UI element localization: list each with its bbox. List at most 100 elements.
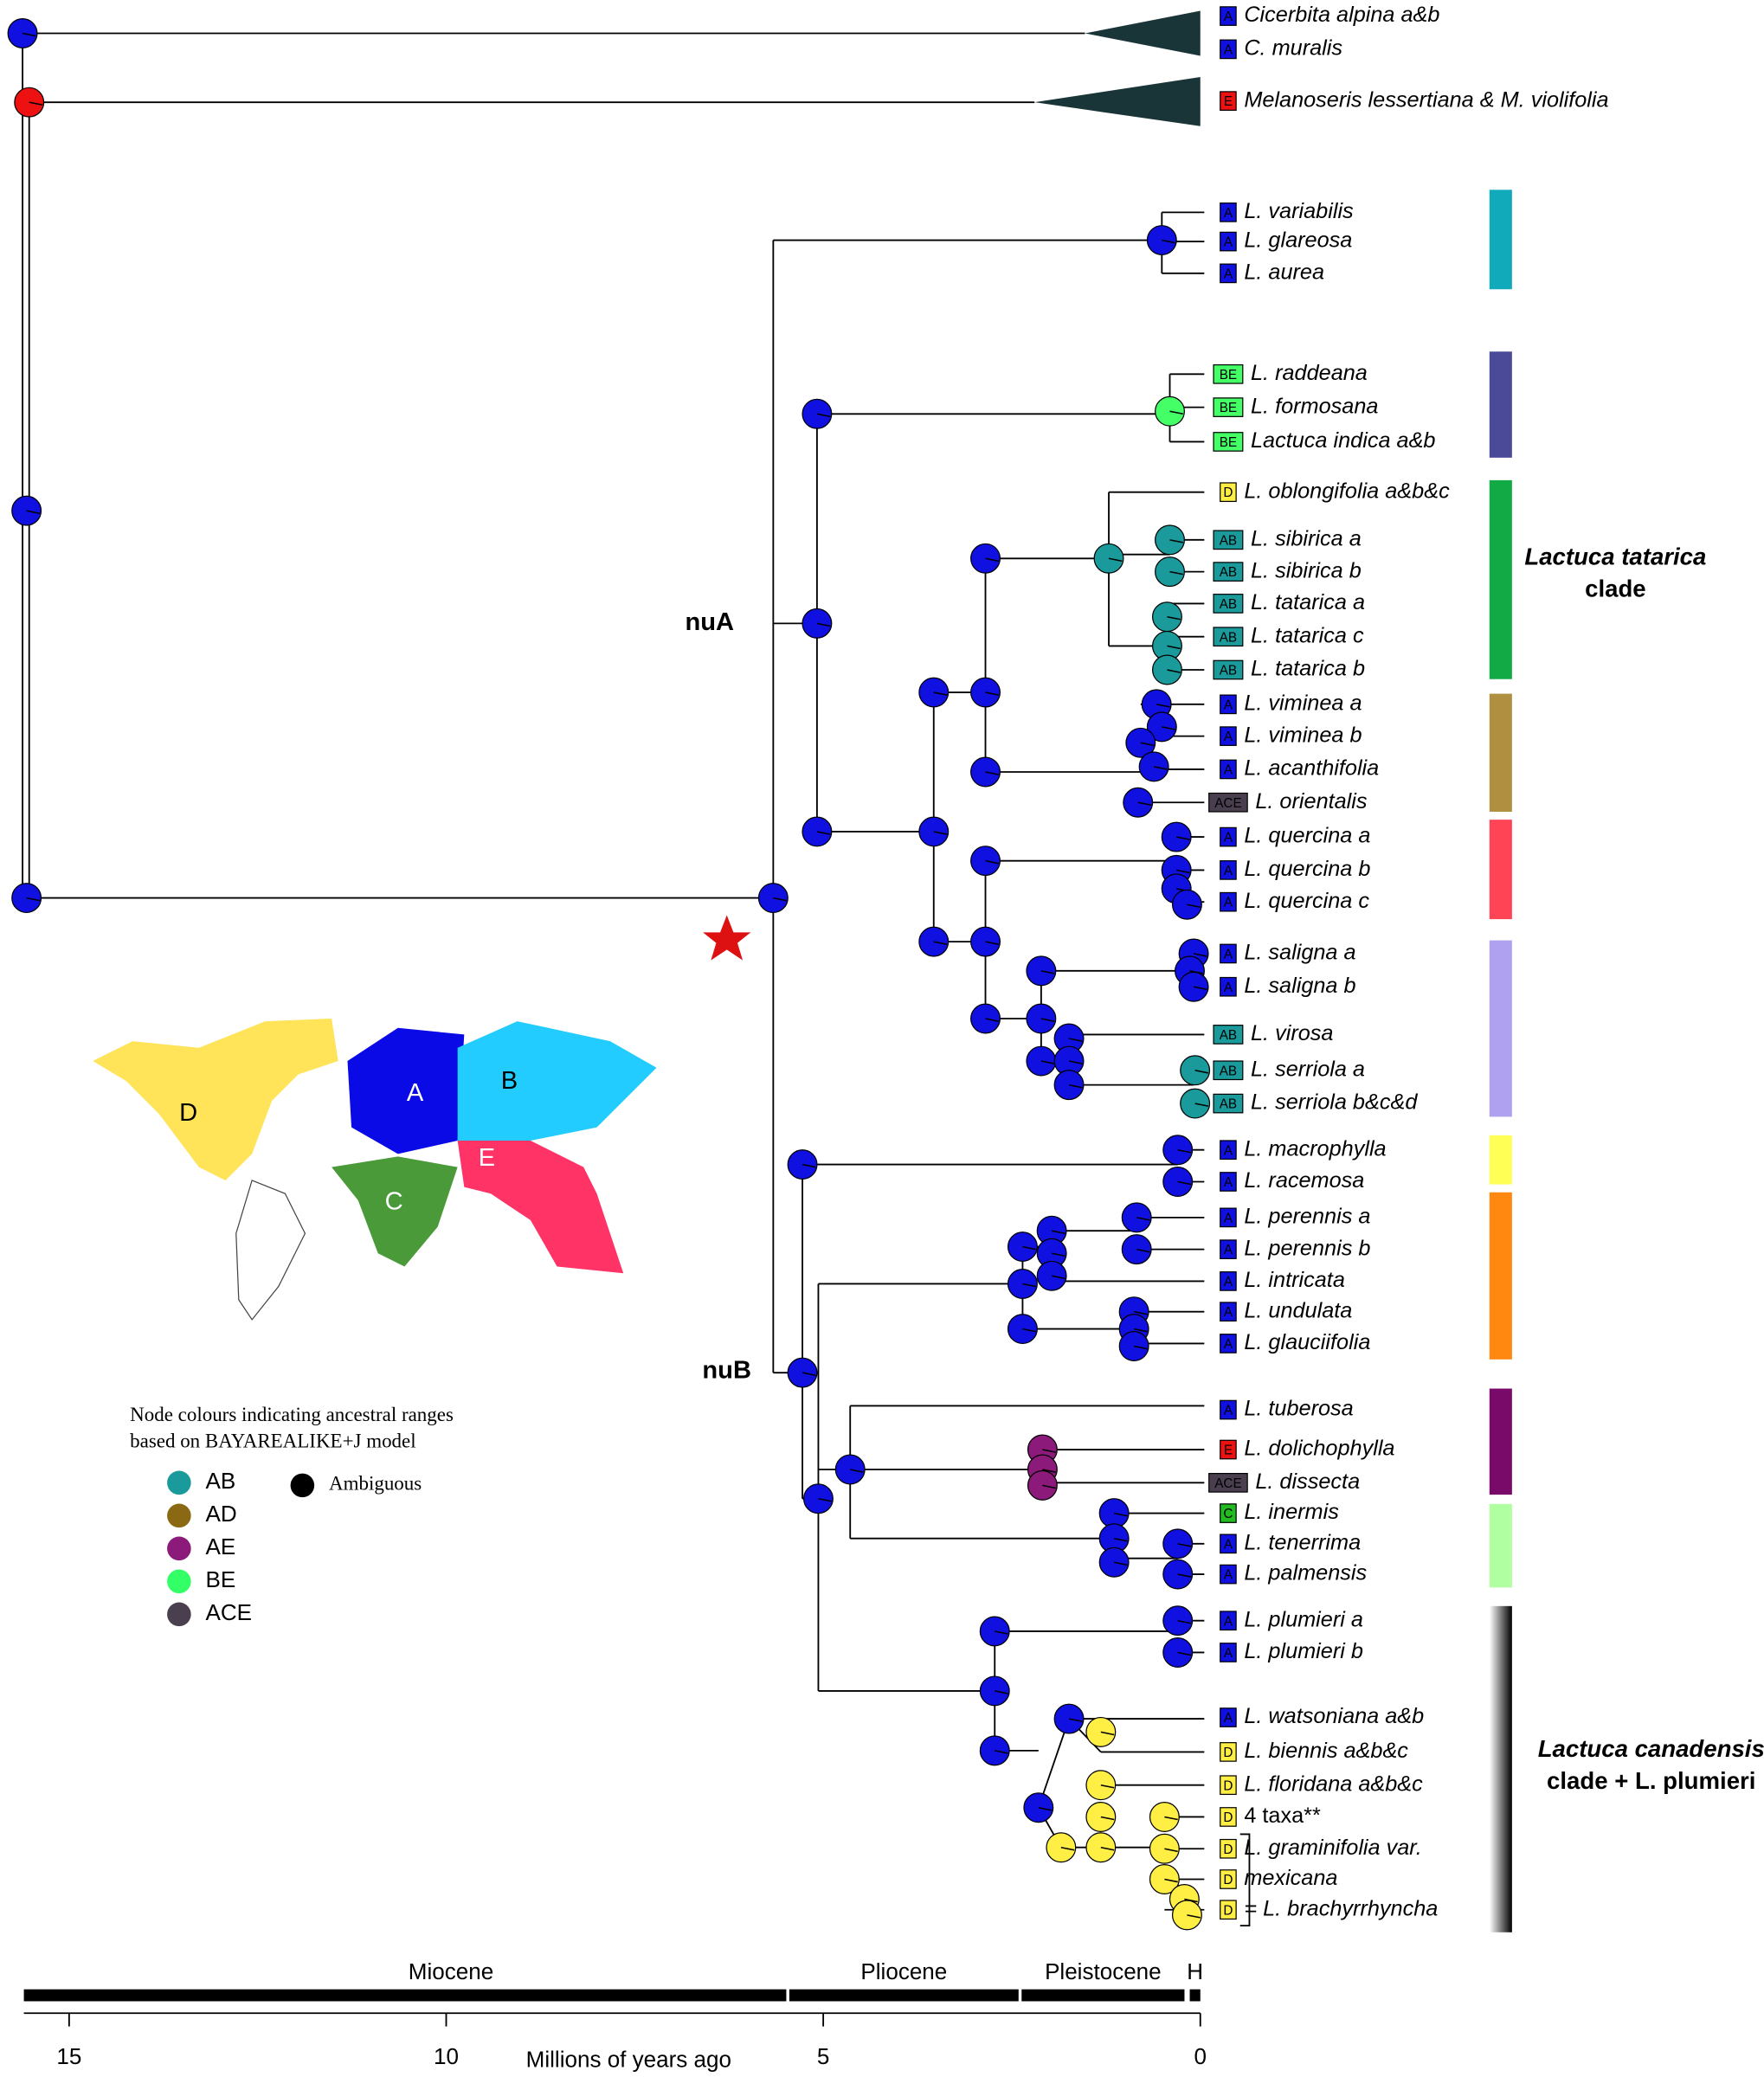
node-wedge bbox=[985, 941, 999, 945]
range-code: AB bbox=[1220, 664, 1237, 678]
node-wedge bbox=[1040, 1060, 1055, 1064]
node-wedge bbox=[985, 859, 999, 865]
legend-swatch bbox=[167, 1503, 191, 1528]
node-wedge bbox=[1177, 1573, 1192, 1578]
range-code: D bbox=[1223, 1903, 1233, 1918]
clade-bar bbox=[1489, 190, 1512, 290]
ancestral-range-node bbox=[970, 543, 1001, 574]
ancestral-range-node bbox=[1085, 1770, 1117, 1801]
clade-bar bbox=[1489, 1388, 1512, 1495]
node-wedge bbox=[816, 622, 831, 627]
node-wedge bbox=[1051, 1252, 1065, 1257]
node-label: nuB bbox=[702, 1356, 751, 1384]
range-box bbox=[1220, 759, 1237, 780]
node-wedge bbox=[1133, 1328, 1148, 1333]
node-wedge bbox=[1164, 1878, 1178, 1883]
taxon-name: L. intricata bbox=[1244, 1268, 1345, 1292]
range-box bbox=[1220, 39, 1237, 60]
range-code: BE bbox=[1220, 368, 1237, 383]
range-code: BE bbox=[1220, 401, 1237, 415]
epoch-bar bbox=[1189, 1989, 1201, 2002]
node-wedge bbox=[1167, 645, 1181, 650]
range-code: A bbox=[1224, 831, 1233, 846]
range-box bbox=[1220, 263, 1237, 284]
node-wedge bbox=[1068, 1718, 1083, 1722]
range-code: D bbox=[1223, 1778, 1233, 1793]
crown-star bbox=[703, 915, 751, 961]
tick-label: 15 bbox=[56, 2043, 81, 2069]
range-box bbox=[1220, 826, 1237, 847]
legend-title: Node colours indicating ancestral ranges bbox=[130, 1404, 454, 1425]
taxon-name: L. sibirica a bbox=[1251, 527, 1362, 551]
africa bbox=[332, 1156, 458, 1267]
node-wedge bbox=[816, 831, 831, 835]
node-wedge bbox=[773, 897, 787, 902]
node-wedge bbox=[1051, 1275, 1065, 1280]
node-wedge bbox=[1060, 1846, 1075, 1851]
taxon-name: L. quercina b bbox=[1244, 857, 1370, 881]
node-wedge bbox=[1167, 669, 1181, 673]
legend-label: BE bbox=[206, 1566, 236, 1592]
range-code: A bbox=[1224, 267, 1233, 281]
taxon-name: L. formosana bbox=[1251, 394, 1378, 418]
range-code: D bbox=[1223, 1810, 1233, 1825]
taxon-name: L. glauciifolia bbox=[1244, 1330, 1370, 1354]
taxon-name: L. tatarica b bbox=[1251, 657, 1365, 681]
node-wedge bbox=[1167, 615, 1181, 621]
range-code: AB bbox=[1220, 1064, 1237, 1078]
clade-label: clade + L. plumieri bbox=[1547, 1767, 1755, 1794]
taxon-name: L. saligna b bbox=[1244, 974, 1355, 998]
node-wedge bbox=[1136, 1217, 1150, 1221]
ancestral-range-node bbox=[1023, 1792, 1054, 1823]
node-wedge bbox=[1177, 1619, 1192, 1624]
taxon-name: L. tuberosa bbox=[1244, 1397, 1353, 1421]
tick-label: 5 bbox=[817, 2043, 829, 2069]
node-wedge bbox=[1040, 970, 1055, 974]
taxon-name: L. glareosa bbox=[1244, 228, 1352, 253]
node-wedge bbox=[1187, 1914, 1201, 1919]
range-code: A bbox=[1224, 698, 1233, 712]
legend-label: AB bbox=[206, 1468, 236, 1494]
node-wedge bbox=[1176, 869, 1190, 874]
range-box bbox=[1220, 1869, 1237, 1889]
ancestral-range-node bbox=[1162, 1605, 1194, 1637]
range-box bbox=[1220, 1775, 1237, 1796]
range-code: D bbox=[1223, 1873, 1233, 1887]
range-code: AB bbox=[1220, 597, 1237, 612]
node-wedge bbox=[1022, 1283, 1036, 1288]
range-code: A bbox=[1224, 1243, 1233, 1257]
range-box bbox=[1220, 1900, 1237, 1920]
clade-bar bbox=[1489, 1503, 1512, 1588]
range-box bbox=[1220, 976, 1237, 997]
range-code: A bbox=[1224, 730, 1233, 744]
range-box bbox=[1220, 1534, 1237, 1554]
ancestral-range-node bbox=[1085, 1832, 1117, 1863]
node-wedge bbox=[1194, 1103, 1209, 1107]
range-box bbox=[1213, 594, 1244, 614]
ancestral-range-node bbox=[1026, 1003, 1057, 1034]
taxon-name: L. perennis a bbox=[1244, 1205, 1370, 1229]
ancestral-range-node bbox=[979, 1616, 1010, 1647]
range-code: AB bbox=[1220, 533, 1237, 548]
map-region-label: A bbox=[407, 1079, 424, 1107]
range-code: A bbox=[1224, 206, 1233, 221]
clade-label: Lactuca tatarica bbox=[1524, 543, 1706, 570]
range-box bbox=[1220, 1399, 1237, 1420]
node-wedge bbox=[1068, 1038, 1083, 1042]
node-wedge bbox=[985, 557, 999, 563]
taxon-name: L. racemosa bbox=[1244, 1168, 1364, 1193]
taxon-name: L. quercina a bbox=[1244, 824, 1370, 848]
node-wedge bbox=[1022, 1328, 1036, 1333]
taxon-name: L. aurea bbox=[1244, 260, 1324, 285]
node-wedge bbox=[1177, 1651, 1192, 1656]
map-region-label: C bbox=[385, 1188, 403, 1216]
range-box bbox=[1213, 659, 1244, 680]
node-wedge bbox=[818, 1497, 832, 1502]
range-box bbox=[1213, 562, 1244, 582]
ancestral-range-node bbox=[979, 1675, 1010, 1707]
node-wedge bbox=[1153, 766, 1168, 770]
clade-bar bbox=[1489, 820, 1512, 920]
range-box bbox=[1213, 530, 1244, 550]
range-code: A bbox=[1224, 1614, 1233, 1629]
